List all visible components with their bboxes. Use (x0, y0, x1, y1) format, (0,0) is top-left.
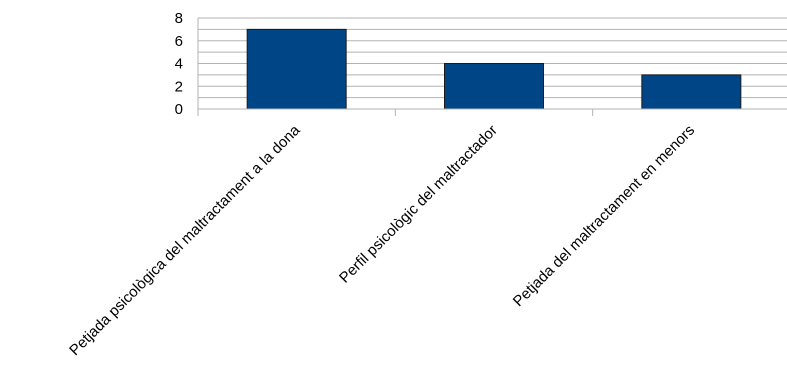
bars-layer (246, 28, 742, 110)
bar-1 (246, 28, 347, 110)
y-tick-label-0: 0 (175, 101, 183, 118)
y-tick-label-6: 6 (175, 33, 183, 50)
y-tick-label-8: 8 (175, 10, 183, 27)
labels-layer: 0 2 4 6 8 Petjada psicològica del maltractame… (66, 10, 698, 359)
axis-layer (197, 18, 787, 116)
x-category-label-3: Petjada del maltractament en menors (510, 122, 698, 310)
y-tick-label-4: 4 (175, 56, 183, 73)
bar-3 (641, 74, 742, 110)
x-category-label-2: Perfil psicològic del maltractador (336, 122, 501, 287)
x-category-label-1: Petjada psicològica del maltractament a … (66, 121, 304, 359)
bar-2 (444, 63, 544, 110)
y-tick-label-2: 2 (175, 78, 183, 95)
